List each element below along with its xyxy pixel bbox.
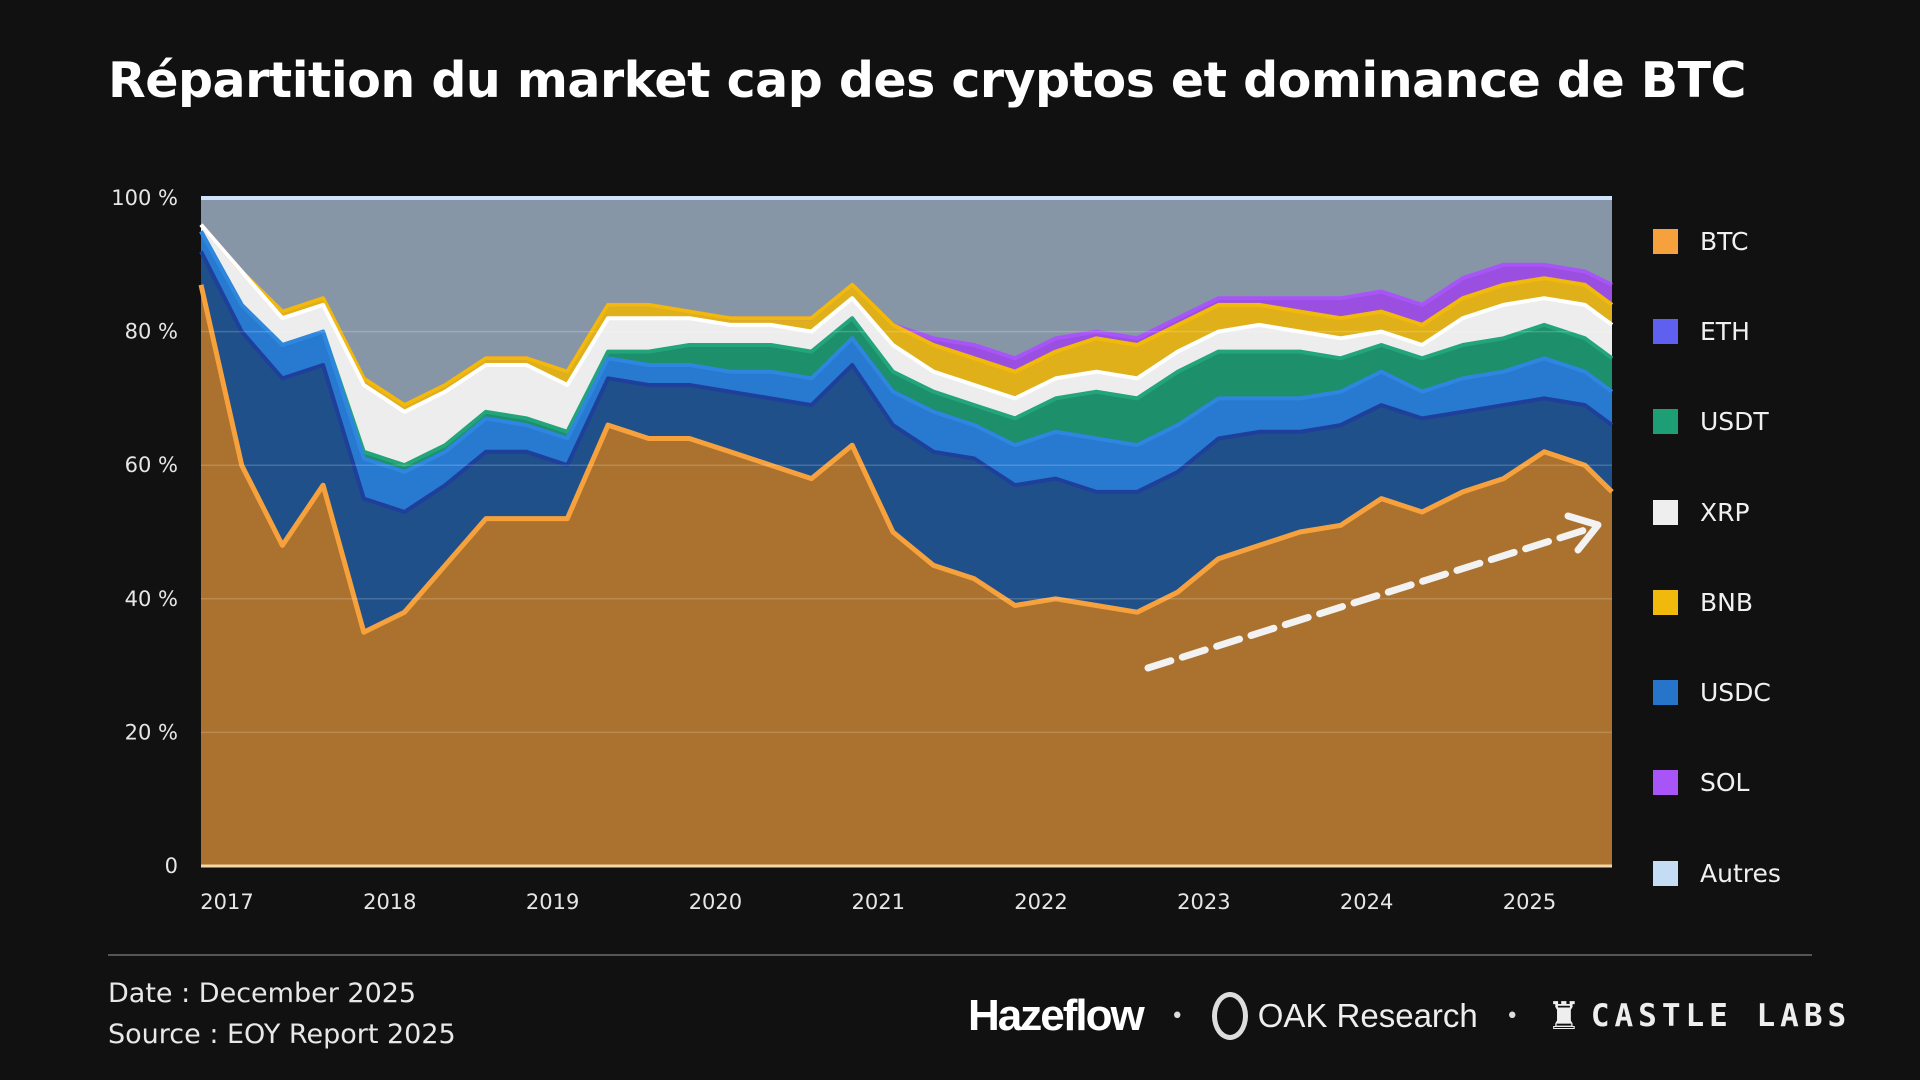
legend-item-bnb: BNB	[1653, 557, 1781, 647]
legend-swatch	[1653, 228, 1678, 254]
trend-arrow	[1144, 512, 1602, 672]
line-bnb	[199, 223, 1614, 408]
area-usdc	[201, 231, 1612, 512]
castle-icon: ♜	[1546, 994, 1581, 1038]
legend-label: USDC	[1700, 678, 1771, 708]
oak-ring-icon	[1211, 992, 1248, 1040]
legend-swatch	[1653, 409, 1678, 435]
legend-item-xrp: XRP	[1653, 467, 1781, 557]
area-eth	[201, 251, 1612, 633]
legend-item-usdt: USDT	[1653, 377, 1781, 467]
legend-item-eth: ETH	[1653, 286, 1781, 376]
x-tick-label: 2022	[1014, 890, 1067, 914]
x-tick-label: 2023	[1177, 890, 1230, 914]
legend-item-autres: Autres	[1653, 828, 1781, 918]
legend-swatch	[1653, 770, 1678, 796]
line-eth	[199, 250, 1614, 514]
x-tick-label: 2024	[1340, 890, 1393, 914]
chart-title: Répartition du market cap des cryptos et…	[108, 52, 1747, 109]
y-tick-label: 0	[165, 854, 178, 878]
y-tick-label: 100 %	[111, 186, 178, 210]
line-xrp	[199, 223, 1614, 414]
legend-label: BNB	[1700, 587, 1754, 617]
legend-label: USDT	[1700, 407, 1769, 437]
legend-label: SOL	[1700, 768, 1750, 798]
legend-item-sol: SOL	[1653, 738, 1781, 828]
legend-label: BTC	[1700, 226, 1749, 256]
legend-label: XRP	[1700, 497, 1750, 527]
line-usdc	[199, 230, 1614, 474]
separator-dot: •	[1170, 1003, 1184, 1029]
footer-date: Date : December 2025	[108, 978, 417, 1009]
legend: BTC ETH USDT XRP BNB USDC SOL Autres	[1653, 196, 1781, 918]
y-tick-label: 60 %	[125, 453, 178, 477]
legend-item-usdc: USDC	[1653, 647, 1781, 737]
line-usdt	[199, 230, 1614, 468]
y-tick-label: 20 %	[125, 720, 178, 744]
x-tick-label: 2025	[1503, 890, 1556, 914]
footer-divider	[108, 954, 1812, 956]
area-btc	[201, 284, 1612, 867]
x-tick-label: 2021	[852, 890, 905, 914]
area-autres	[201, 198, 1612, 406]
area-xrp	[201, 224, 1612, 466]
footer-source: Source : EOY Report 2025	[108, 1019, 456, 1050]
x-tick-label: 2018	[363, 890, 416, 914]
legend-swatch	[1653, 860, 1678, 886]
x-tick-label: 2017	[200, 890, 253, 914]
legend-swatch	[1653, 499, 1678, 525]
x-tick-label: 2019	[526, 890, 579, 914]
oak-research-logo: OAK Research	[1257, 997, 1478, 1034]
legend-swatch	[1653, 318, 1678, 344]
legend-swatch	[1653, 589, 1678, 615]
separator-dot: •	[1505, 1003, 1519, 1029]
hazeflow-logo: Hazeflow	[968, 991, 1145, 1040]
partner-logos: Hazeflow • OAK Research • ♜ CASTLE LABS	[968, 988, 1851, 1044]
line-btc	[198, 284, 1614, 635]
x-tick-label: 2020	[689, 890, 742, 914]
legend-swatch	[1653, 680, 1678, 706]
legend-label: Autres	[1700, 858, 1781, 888]
y-tick-label: 40 %	[125, 587, 178, 611]
legend-item-btc: BTC	[1653, 196, 1781, 286]
y-tick-label: 80 %	[125, 320, 178, 344]
legend-label: ETH	[1700, 316, 1750, 346]
castle-labs-logo: CASTLE LABS	[1590, 998, 1852, 1034]
